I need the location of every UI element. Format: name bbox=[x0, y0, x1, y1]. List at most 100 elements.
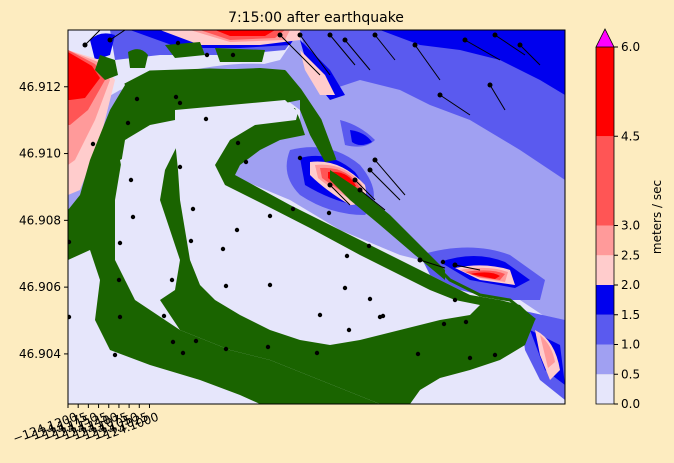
velocity-arrowhead bbox=[277, 32, 283, 38]
sample-point bbox=[243, 159, 249, 165]
sample-point bbox=[134, 96, 140, 102]
velocity-arrowhead bbox=[107, 37, 113, 43]
sample-point bbox=[267, 282, 273, 288]
colorbar-band bbox=[596, 47, 614, 137]
velocity-arrowhead bbox=[357, 187, 363, 193]
inland-water bbox=[68, 100, 480, 404]
velocity-arrowhead bbox=[297, 32, 303, 38]
sample-point bbox=[130, 214, 136, 220]
sample-point bbox=[297, 155, 303, 161]
colorbar-label: meters / sec bbox=[650, 180, 664, 254]
sample-point bbox=[342, 285, 348, 291]
velocity-arrow bbox=[279, 34, 321, 76]
sample-point bbox=[317, 312, 323, 318]
colorbar-band bbox=[596, 374, 614, 404]
sample-point bbox=[467, 355, 473, 361]
velocity-arrowhead bbox=[82, 42, 88, 48]
velocity-arrows bbox=[84, 30, 541, 271]
sample-point bbox=[203, 116, 209, 122]
sample-point bbox=[169, 277, 175, 283]
channel-edges bbox=[124, 68, 536, 322]
velocity-arrow bbox=[329, 184, 351, 206]
colorbar-tick-label: 2.5 bbox=[621, 248, 640, 262]
y-axis: 46.904 46.906 46.908 46.910 46.912 bbox=[19, 80, 68, 361]
colorbar-tick-label: 4.5 bbox=[621, 129, 640, 143]
velocity-arrow bbox=[84, 30, 101, 46]
velocity-arrow bbox=[464, 39, 501, 61]
velocity-arrow bbox=[359, 189, 386, 211]
velocity-arrowhead bbox=[437, 92, 443, 98]
sample-point bbox=[90, 141, 96, 147]
colorbar-band bbox=[596, 225, 614, 256]
sample-point bbox=[116, 277, 122, 283]
sample-point bbox=[346, 327, 352, 333]
sample-point bbox=[177, 100, 183, 106]
sample-point bbox=[441, 321, 447, 327]
sample-point bbox=[220, 246, 226, 252]
sample-point bbox=[234, 227, 240, 233]
y-tick-label: 46.908 bbox=[19, 213, 61, 227]
velocity-arrow bbox=[344, 39, 371, 71]
velocity-arrowhead bbox=[452, 262, 458, 268]
velocity-arrowhead bbox=[462, 37, 468, 43]
colorbar-tick-label: 0.0 bbox=[621, 397, 640, 411]
sample-point bbox=[366, 243, 372, 249]
velocity-arrowhead bbox=[352, 177, 358, 183]
sample-point bbox=[188, 238, 194, 244]
sample-point bbox=[223, 346, 229, 352]
sample-point bbox=[177, 164, 183, 170]
velocity-arrowhead bbox=[327, 182, 333, 188]
velocity-arrow bbox=[419, 259, 446, 269]
colorbar-band bbox=[596, 314, 614, 345]
velocity-arrow bbox=[414, 44, 441, 81]
sample-point bbox=[265, 344, 271, 350]
sample-point bbox=[175, 40, 181, 46]
sample-point bbox=[326, 210, 332, 216]
velocity-arrowhead bbox=[517, 42, 523, 48]
velocity-arrow bbox=[439, 94, 471, 116]
sample-point bbox=[344, 253, 350, 259]
colorbar-tick-label: 6.0 bbox=[621, 40, 640, 54]
velocity-arrowhead bbox=[372, 32, 378, 38]
velocity-arrow bbox=[494, 34, 526, 56]
velocity-arrow bbox=[299, 34, 331, 76]
sample-point bbox=[170, 339, 176, 345]
sample-point bbox=[415, 351, 421, 357]
velocity-arrowhead bbox=[342, 37, 348, 43]
velocity-arrow bbox=[369, 169, 401, 201]
sample-point bbox=[290, 206, 296, 212]
sample-point bbox=[463, 319, 469, 325]
sample-point bbox=[204, 52, 210, 58]
sample-point bbox=[267, 213, 273, 219]
y-tick-label: 46.912 bbox=[19, 80, 61, 94]
colorbar-tick-label: 2.0 bbox=[621, 278, 640, 292]
sample-point bbox=[68, 239, 72, 245]
velocity-points bbox=[68, 32, 523, 361]
velocity-map bbox=[68, 30, 565, 404]
velocity-arrowhead bbox=[327, 32, 333, 38]
velocity-arrowhead bbox=[412, 42, 418, 48]
sample-point bbox=[223, 283, 229, 289]
sample-point bbox=[440, 259, 446, 265]
colorbar: 0.0 0.5 1.0 1.5 2.0 2.5 3.0 4.5 6.0 bbox=[595, 28, 640, 411]
colorbar-band bbox=[596, 344, 614, 375]
sample-point bbox=[452, 297, 458, 303]
sample-point bbox=[112, 352, 118, 358]
colorbar-band bbox=[596, 136, 614, 226]
velocity-arrowhead bbox=[417, 257, 423, 263]
sample-point bbox=[492, 352, 498, 358]
sample-point bbox=[173, 94, 179, 100]
velocity-arrow bbox=[329, 34, 356, 66]
velocity-arrowhead bbox=[487, 82, 493, 88]
velocity-arrowhead bbox=[367, 167, 373, 173]
sample-point bbox=[161, 313, 167, 319]
map-frame bbox=[67, 29, 566, 405]
velocity-arrow bbox=[519, 44, 541, 66]
sample-point bbox=[235, 140, 241, 146]
colorbar-tick-label: 3.0 bbox=[621, 219, 640, 233]
sample-point bbox=[125, 120, 131, 126]
sample-point bbox=[68, 314, 72, 320]
sample-point bbox=[117, 240, 123, 246]
sample-point bbox=[180, 350, 186, 356]
